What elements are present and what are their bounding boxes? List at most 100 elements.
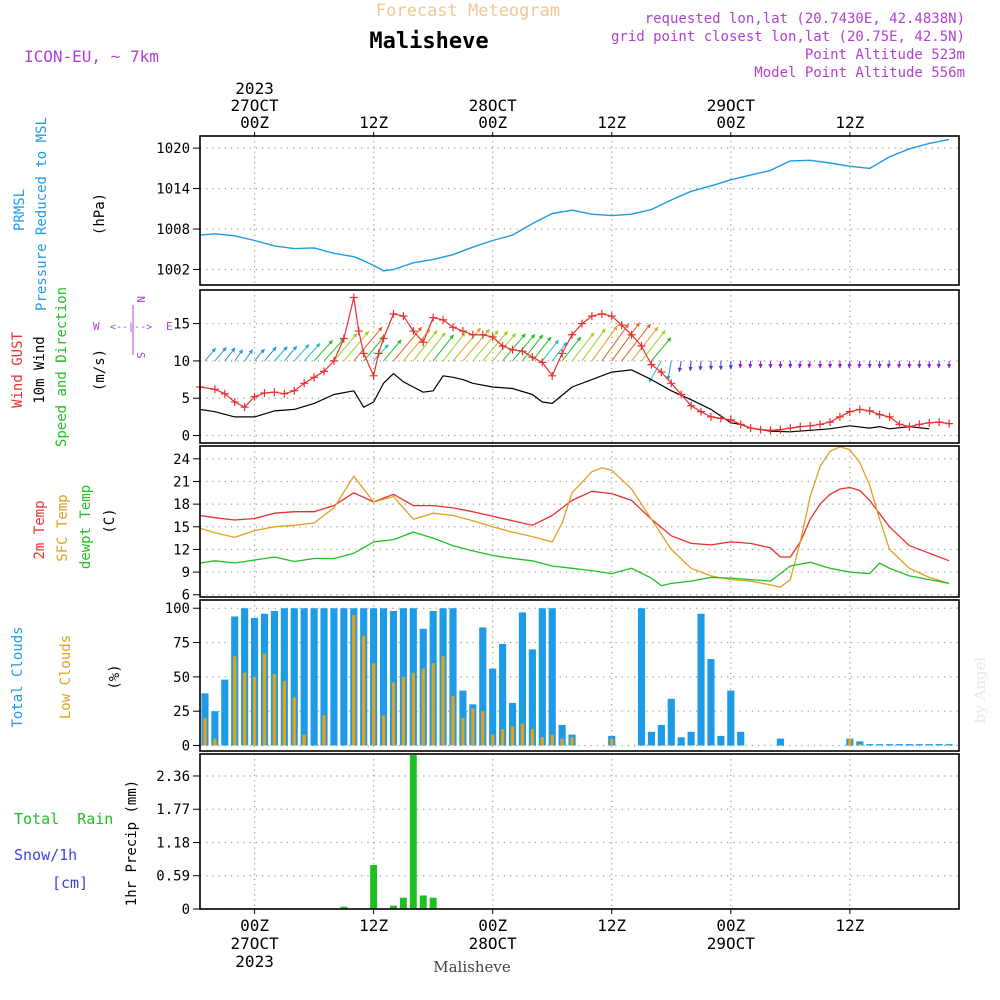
total-cloud-bar [479,627,487,746]
pressure-panel: 1002 1008 1014 1020 [156,135,960,286]
wind-arrow [651,337,672,362]
low-cloud-bar [352,615,356,746]
gust-marker [667,379,676,388]
wind-arrowhead [601,328,606,334]
wind-arrowhead [211,347,216,353]
snow-unit-label: [cm] [52,874,88,892]
gust-marker [577,319,586,328]
bottom-time-label: 28OCT [469,934,518,953]
low-cloud-bar [550,734,554,746]
temperature-panel: 6 9 12 15 18 21 24 [173,445,960,604]
gust-marker [374,349,383,358]
wind-arrow [303,342,321,362]
bottom-time-label: 29OCT [707,934,756,953]
wind-arrowhead [494,330,499,335]
wind-arrow [343,331,369,362]
wind-arrow [611,322,640,362]
gust-marker [885,412,894,421]
wind-arrowhead [377,326,383,332]
gust-marker [716,414,725,423]
wind-arrowhead [417,326,423,332]
y-tick-label: 0 [182,902,190,918]
compass-s: S [134,352,147,359]
gust-marker [210,385,219,394]
gust-marker [359,349,368,358]
total-cloud-bar [211,711,219,746]
wind-arrow [403,328,431,362]
gust-marker [786,424,795,433]
gust-label: Wind GUST [10,332,26,408]
snow-label: Snow/1h [14,846,77,864]
pressure-label-1: PRMSL [12,189,28,231]
total-cloud-bar [717,735,725,746]
point-altitude: Point Altitude 523m [805,47,965,63]
total-cloud-bar [727,690,735,746]
wind-arrow [333,333,358,362]
top-time-label: 28OCT [469,96,518,115]
y-tick-label: 1014 [156,182,190,198]
gust-marker [498,341,507,350]
location-title: Malisheve [369,29,488,54]
wind-arrowhead [328,340,333,345]
pressure-unit: (hPa) [92,193,108,235]
gust-marker [300,379,309,388]
wind-arrow [452,327,481,362]
wind-arrowhead [817,364,823,369]
gust-marker [558,349,567,358]
gust-marker [657,368,666,377]
wind-arrowhead [292,345,298,351]
wind-arrowhead [546,336,552,342]
wind-unit: (m/s) [92,349,108,391]
y-tick-label: 0 [182,429,190,445]
total-cloud-bar [856,741,864,746]
wind-arrowhead [897,363,902,369]
wind-arrowhead [503,330,508,336]
gust-marker [855,405,864,414]
low-cloud-bar [421,668,425,746]
gust-marker [925,418,934,427]
total-cloud-bar [389,610,398,746]
rain-bar [419,895,427,909]
gust-marker [945,419,954,428]
gust-marker [915,420,924,429]
bottom-time-label: 12Z [359,916,388,935]
precip-unit: 1hr Precip (mm) [124,780,140,906]
wind-arrowhead [635,322,640,328]
gust-marker [518,347,527,356]
gust-marker [905,422,914,431]
total-cloud-bar [776,738,784,746]
wind-arrow [581,328,606,362]
y-tick-label: 50 [173,670,190,686]
wind-arrowhead [847,364,852,369]
wind-arrowhead [748,363,753,369]
gust-marker [845,407,854,416]
low-cloud-bar [362,635,366,746]
temp2m-label: 2m Temp [32,500,48,559]
wind-arrowhead [768,364,773,369]
wind-arrowhead [272,346,277,352]
top-time-label: 00Z [240,113,269,132]
gust-marker [449,323,457,332]
gust-line [199,296,950,431]
y-tick-label: 21 [173,474,190,490]
footer-location: Malisheve [433,958,511,976]
gust-marker [835,412,844,421]
wind-arrow [512,334,536,362]
wind-arrowhead [827,364,833,369]
wind-label: 10m Wind [32,336,48,403]
low-cloud-bar [570,737,574,746]
wind-arrowhead [708,365,714,371]
wind-arrowhead [260,348,265,354]
y-tick-label: 1.18 [156,835,190,851]
requested-coordinates: requested lon,lat (20.7430E, 42.4838N) [645,11,965,27]
y-tick-label: 6 [182,588,190,604]
compass-arrow: <--|--> [110,322,152,333]
gust-marker [607,312,616,321]
y-tick-label: 12 [173,542,190,558]
wind-arrow [541,339,559,362]
top-time-label: 2023 [235,79,274,98]
total-rain-label: Total Rain [14,810,113,828]
